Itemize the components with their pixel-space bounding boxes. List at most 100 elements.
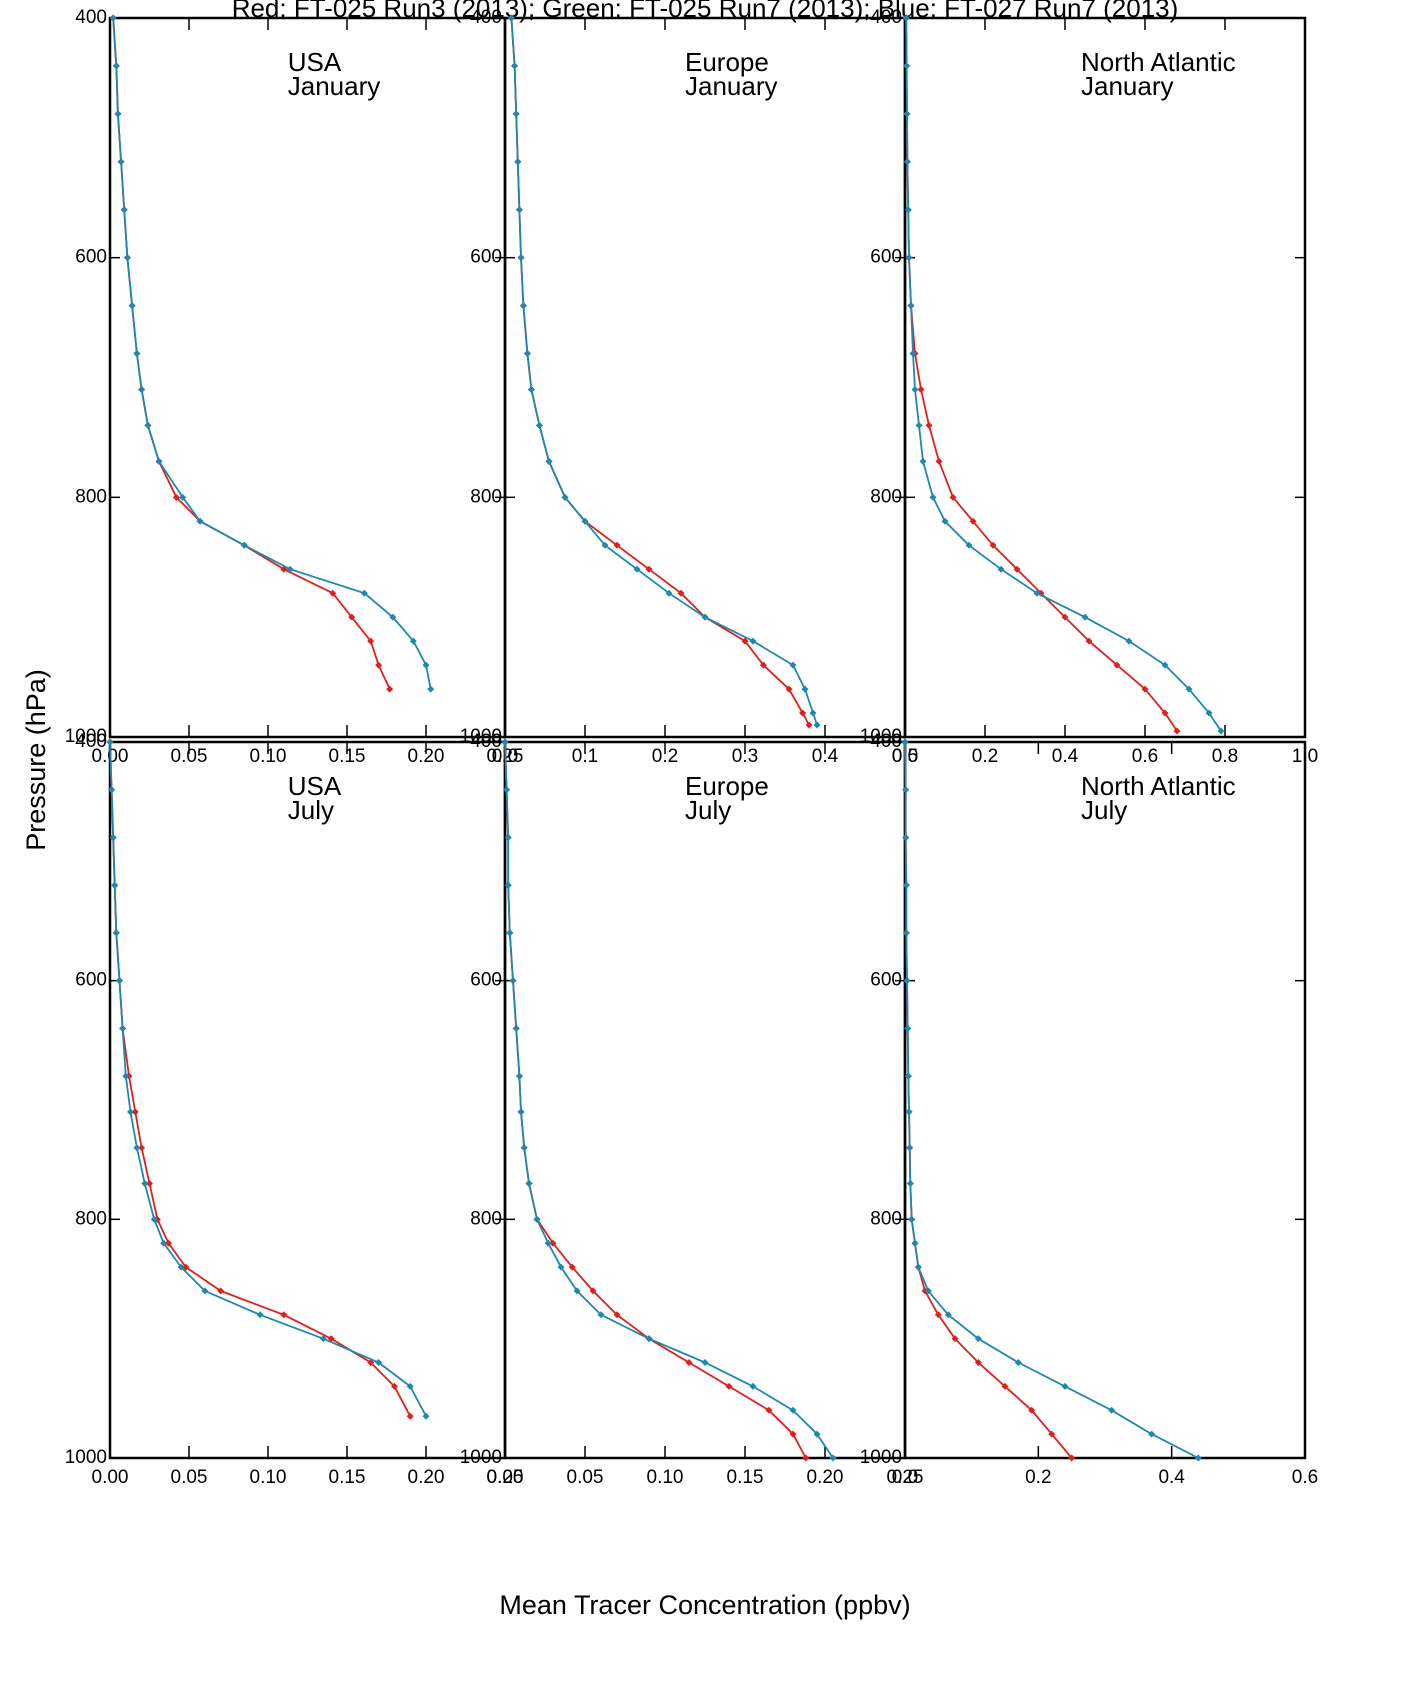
point-marker [645, 1335, 653, 1343]
x-tick-label: 0.20 [408, 1467, 445, 1488]
point-marker [509, 977, 517, 985]
point-marker [520, 1144, 528, 1152]
y-tick-label: 1000 [460, 1447, 502, 1468]
x-tick-label: 0.4 [1052, 746, 1079, 767]
point-marker [549, 1239, 557, 1247]
series-line [904, 741, 1199, 1459]
point-marker [914, 1263, 922, 1271]
y-tick-label: 800 [75, 1208, 107, 1229]
point-marker [240, 541, 248, 549]
y-tick-label: 800 [870, 1208, 902, 1229]
point-marker [111, 881, 119, 889]
point-marker [902, 929, 910, 937]
point-marker [1161, 661, 1169, 669]
series-line [504, 741, 834, 1459]
month-label: January [1081, 71, 1174, 101]
point-marker [665, 589, 673, 597]
point-marker [949, 493, 957, 501]
point-marker [902, 833, 910, 841]
point-marker [512, 110, 520, 118]
point-marker [785, 685, 793, 693]
point-marker [809, 709, 817, 717]
point-marker [1085, 637, 1093, 645]
point-marker [389, 613, 397, 621]
y-tick-label: 600 [870, 970, 902, 991]
x-tick-label: 0.20 [408, 746, 445, 767]
point-marker [941, 517, 949, 525]
x-tick-label: 0.10 [647, 1467, 684, 1488]
y-tick-label: 600 [75, 247, 107, 268]
point-marker [1048, 1430, 1056, 1438]
point-marker [422, 1412, 430, 1420]
point-marker [1013, 565, 1021, 573]
series-line [109, 741, 427, 1417]
point-marker [286, 565, 294, 573]
y-tick-label: 600 [75, 970, 107, 991]
x-tick-label: 0.0 [892, 1467, 918, 1488]
x-tick-label: 0.15 [329, 746, 366, 767]
y-tick-label: 400 [470, 7, 502, 28]
point-marker [741, 637, 749, 645]
point-marker [131, 1108, 139, 1116]
point-marker [902, 14, 910, 22]
point-marker [217, 1287, 225, 1295]
point-marker [511, 62, 519, 70]
point-marker [112, 929, 120, 937]
point-marker [329, 589, 337, 597]
x-tick-label: 0.00 [92, 1467, 129, 1488]
plot-frame [903, 740, 1307, 1460]
point-marker [108, 786, 116, 794]
point-marker [422, 661, 430, 669]
point-marker [989, 541, 997, 549]
point-marker [908, 1215, 916, 1223]
point-marker [645, 565, 653, 573]
point-marker [903, 110, 911, 118]
y-tick-label: 400 [75, 731, 107, 752]
point-marker [685, 1359, 693, 1367]
point-marker [519, 302, 527, 310]
point-marker [901, 738, 909, 746]
point-marker [909, 350, 917, 358]
point-marker [128, 302, 136, 310]
series-line [112, 17, 432, 690]
point-marker [1194, 1454, 1202, 1462]
plot-frame [903, 16, 1307, 739]
point-marker [409, 637, 417, 645]
point-marker [805, 721, 813, 729]
y-tick-label: 600 [870, 247, 902, 268]
y-tick-label: 400 [870, 731, 902, 752]
point-marker [133, 1144, 141, 1152]
month-label: January [288, 71, 381, 101]
point-marker [503, 786, 511, 794]
point-marker [906, 1144, 914, 1152]
point-marker [144, 421, 152, 429]
point-marker [906, 1180, 914, 1188]
point-marker [512, 1024, 520, 1032]
y-tick-label: 400 [75, 7, 107, 28]
point-marker [925, 421, 933, 429]
y-tick-label: 1000 [860, 1447, 902, 1468]
point-marker [934, 1311, 942, 1319]
y-tick-label: 600 [470, 970, 502, 991]
point-marker [1028, 1406, 1036, 1414]
point-marker [789, 1406, 797, 1414]
point-marker [525, 1180, 533, 1188]
point-marker [348, 613, 356, 621]
point-marker [902, 881, 910, 889]
point-marker [1113, 661, 1121, 669]
point-marker [164, 1239, 172, 1247]
point-marker [1061, 1382, 1069, 1390]
x-tick-label: 0.25 [487, 1467, 524, 1488]
point-marker [112, 62, 120, 70]
series-line [510, 17, 810, 726]
point-marker [1061, 613, 1069, 621]
point-marker [155, 457, 163, 465]
point-marker [935, 457, 943, 465]
point-marker [109, 14, 117, 22]
series-line [904, 741, 1073, 1459]
y-axis-label: Pressure (hPa) [21, 669, 51, 851]
x-tick-label: 0.2 [1025, 1467, 1051, 1488]
point-marker [597, 1311, 605, 1319]
month-label: July [1081, 795, 1127, 825]
